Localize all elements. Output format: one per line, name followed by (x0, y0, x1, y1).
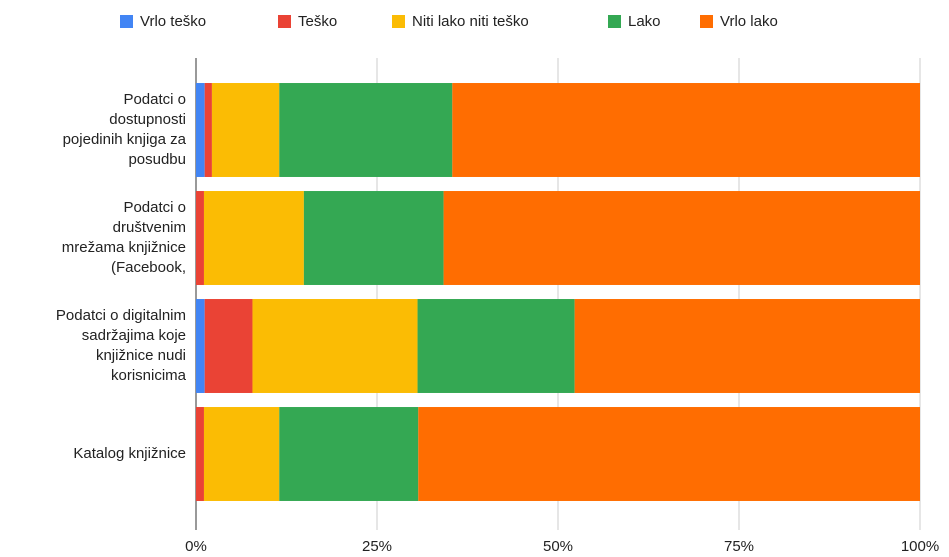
bar-segment (211, 83, 280, 177)
bar-segment (252, 299, 418, 393)
bar-segment (418, 407, 920, 501)
x-tick-label: 100% (901, 538, 939, 555)
bar-segment (203, 191, 304, 285)
y-tick-label: društvenim (113, 219, 186, 236)
bar-segment (279, 83, 453, 177)
y-tick-label: Podatci o digitalnim (56, 307, 186, 324)
y-tick-label: pojedinih knjiga za (63, 131, 187, 148)
legend-label: Lako (628, 13, 661, 30)
bar-segment (443, 191, 920, 285)
bar-segment (574, 299, 920, 393)
x-tick-label: 50% (543, 538, 573, 555)
y-tick-label: (Facebook, (111, 259, 186, 276)
y-tick-label: knjižnice nudi (96, 347, 186, 364)
y-tick-label: sadržajima koje (82, 327, 186, 344)
bar-segment (417, 299, 575, 393)
legend-label: Niti lako niti teško (412, 13, 529, 30)
legend-swatch (278, 15, 291, 28)
bar-segment (196, 83, 205, 177)
bar-segment (279, 407, 419, 501)
legend-swatch (700, 15, 713, 28)
y-tick-label: dostupnosti (109, 111, 186, 128)
y-tick-label: Katalog knjižnice (73, 445, 186, 462)
y-tick-label: korisnicima (111, 367, 187, 384)
bar-segment (196, 407, 204, 501)
x-tick-label: 75% (724, 538, 754, 555)
bar-segment (452, 83, 920, 177)
y-tick-label: mrežama knjižnice (62, 239, 186, 256)
bar-segment (204, 299, 253, 393)
x-tick-label: 0% (185, 538, 207, 555)
bar-segment (204, 83, 212, 177)
legend-swatch (120, 15, 133, 28)
bar-segment (303, 191, 444, 285)
y-tick-label: Podatci o (123, 91, 186, 108)
y-tick-label: posudbu (128, 151, 186, 168)
legend-swatch (392, 15, 405, 28)
legend-label: Teško (298, 13, 337, 30)
legend-swatch (608, 15, 621, 28)
legend-label: Vrlo lako (720, 13, 778, 30)
bar-segment (203, 407, 280, 501)
y-tick-label: Podatci o (123, 199, 186, 216)
x-tick-label: 25% (362, 538, 392, 555)
bar-segment (196, 299, 205, 393)
bar-segment (196, 191, 204, 285)
legend-label: Vrlo teško (140, 13, 206, 30)
